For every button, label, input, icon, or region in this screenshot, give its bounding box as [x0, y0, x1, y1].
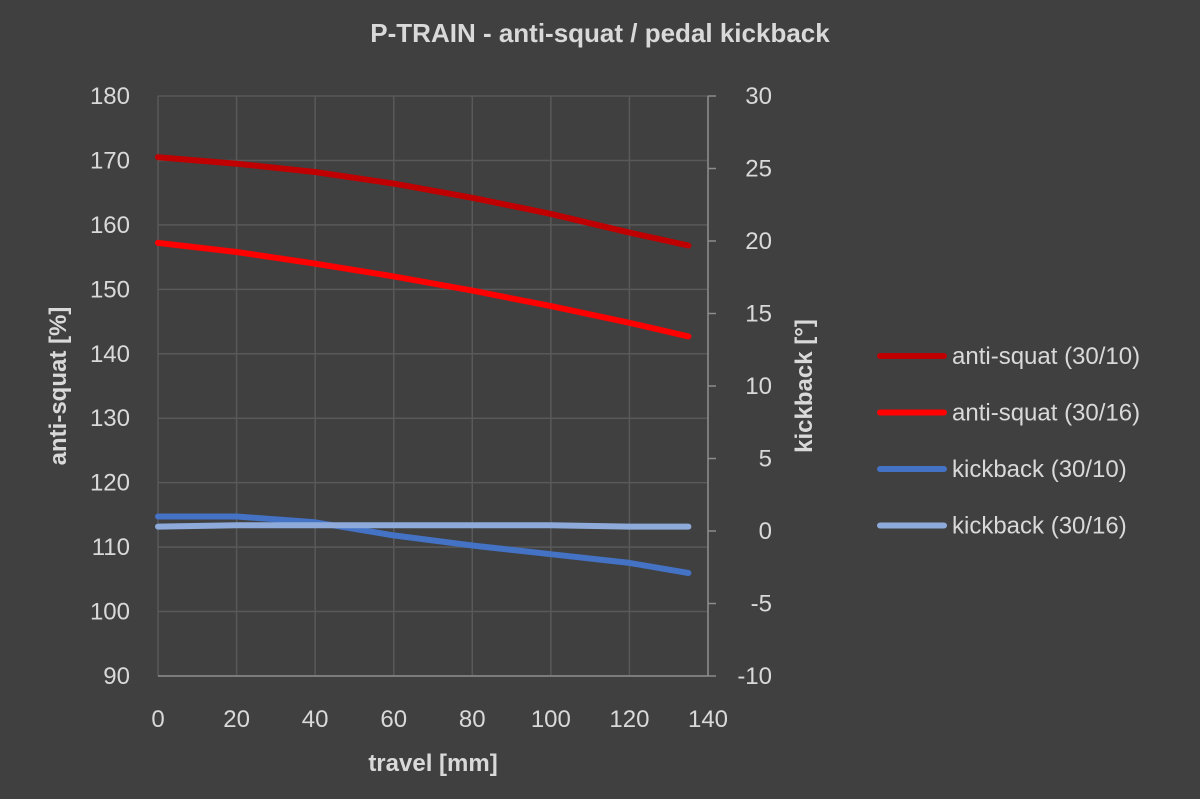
y2-tick-label: -5	[751, 591, 772, 618]
chart-title: P-TRAIN - anti-squat / pedal kickback	[370, 18, 830, 48]
y2-tick-label: 0	[759, 518, 772, 545]
y2-tick-label: 10	[745, 373, 772, 400]
series-line-1	[155, 154, 692, 249]
y2-tick-label: 30	[745, 83, 772, 110]
legend-label-1: anti-squat (30/10)	[952, 343, 1140, 370]
x-axis-title: travel [mm]	[368, 750, 497, 777]
series-layer	[155, 154, 692, 576]
y-tick-label: 180	[90, 83, 130, 110]
y-tick-label: 110	[92, 534, 130, 561]
y2-tick-label: 5	[759, 446, 772, 473]
y-tick-label: 140	[90, 341, 130, 368]
y2-tick-label: 15	[745, 301, 772, 328]
x-tick-label: 60	[380, 706, 407, 733]
y-tick-label: 150	[90, 276, 130, 303]
x-tick-label: 80	[459, 706, 486, 733]
tick-labels: 0 20 40 60 80 100 120 1401801701601501401301201…	[90, 83, 772, 733]
y-tick-label: 100	[90, 599, 130, 626]
series-line-4	[155, 522, 692, 530]
series-line-2	[155, 239, 692, 340]
y-tick-label: 130	[90, 405, 130, 432]
y-tick-label: 160	[90, 212, 130, 239]
y2-tick-label: 25	[745, 156, 772, 183]
x-tick-label: 140	[688, 706, 728, 733]
legend-label-4: kickback (30/16)	[952, 513, 1127, 540]
gridlines	[157, 95, 709, 677]
legend: anti-squat (30/10) anti-squat (30/16) kick…	[877, 343, 1140, 540]
y-axis-title: anti-squat [%]	[45, 307, 72, 466]
x-tick-label: 100	[531, 706, 571, 733]
x-tick-label: 120	[609, 706, 649, 733]
axes	[158, 95, 716, 677]
y-tick-label: 120	[90, 470, 130, 497]
y2-tick-label: -10	[737, 663, 772, 690]
legend-label-3: kickback (30/10)	[952, 456, 1127, 483]
x-tick-label: 40	[302, 706, 329, 733]
x-tick-label: 20	[223, 706, 250, 733]
x-tick-label: 0	[151, 706, 164, 733]
y-tick-label: 90	[103, 663, 130, 690]
series-line-3	[155, 513, 692, 576]
y-tick-label: 170	[90, 147, 130, 174]
legend-label-2: anti-squat (30/16)	[952, 400, 1140, 427]
y2-axis-title: kickback [°]	[791, 319, 818, 453]
y2-tick-label: 20	[745, 228, 772, 255]
